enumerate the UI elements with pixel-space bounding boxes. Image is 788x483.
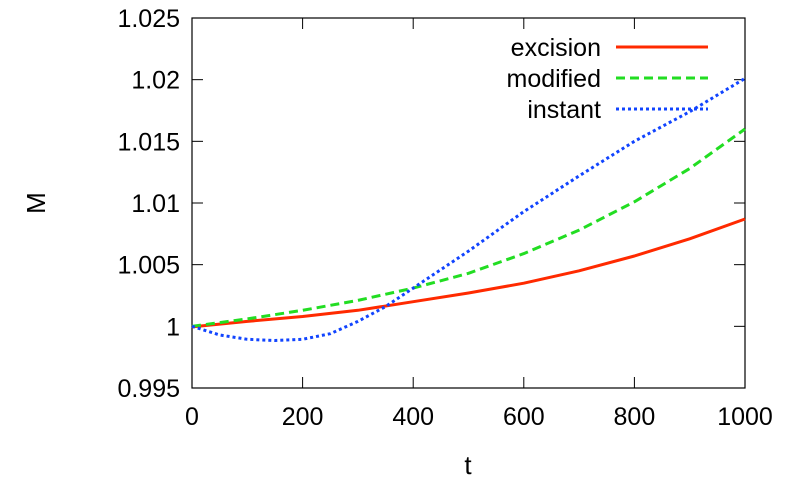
y-axis-label: M xyxy=(21,192,51,214)
y-tick-label: 1.01 xyxy=(131,190,180,218)
x-tick-label: 400 xyxy=(392,403,434,431)
series-line-instant xyxy=(191,77,746,342)
y-tick-label: 1.015 xyxy=(117,128,180,156)
y-tick-label: 1.005 xyxy=(117,252,180,280)
legend: excision modified instant xyxy=(507,34,708,124)
legend-label-instant: instant xyxy=(527,96,601,124)
series-line-modified xyxy=(191,127,746,328)
axis-ticks xyxy=(191,17,746,389)
series-line-excision xyxy=(191,217,746,329)
y-tick-label: 0.995 xyxy=(117,375,180,403)
x-tick-label: 0 xyxy=(185,403,199,431)
series-lines xyxy=(191,77,746,342)
y-tick-label: 1.02 xyxy=(131,67,180,95)
y-tick-label: 1.025 xyxy=(117,5,180,33)
legend-label-modified: modified xyxy=(507,65,602,93)
legend-label-excision: excision xyxy=(511,34,601,62)
x-tick-label: 600 xyxy=(503,403,545,431)
x-tick-label: 800 xyxy=(614,403,656,431)
x-axis-label: t xyxy=(464,450,472,480)
y-tick-label: 1 xyxy=(166,313,180,341)
x-tick-label: 1000 xyxy=(717,403,773,431)
tick-labels: 0 200 400 600 800 1000 0.995 1 1.005 1.01 1.015 1.0… xyxy=(117,5,772,431)
plot-frame xyxy=(191,17,746,389)
x-tick-label: 200 xyxy=(282,403,324,431)
